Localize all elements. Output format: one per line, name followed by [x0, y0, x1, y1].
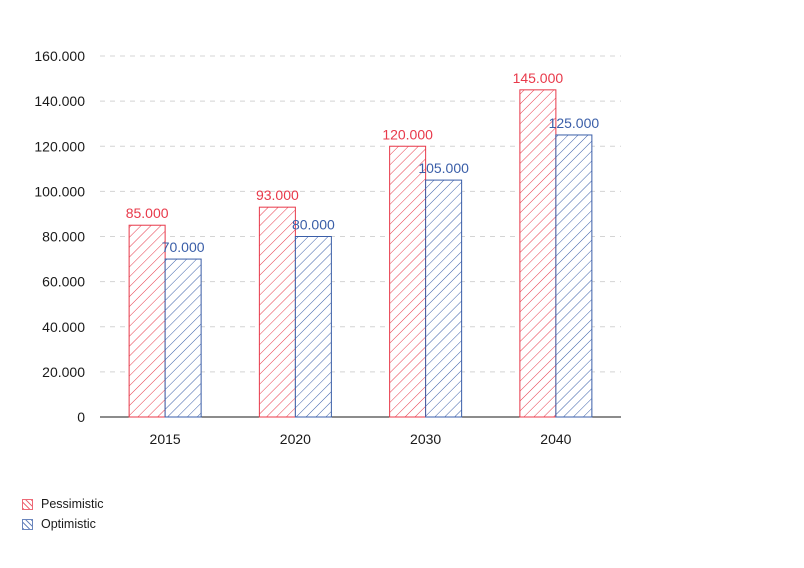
bar-optimistic-2015: [164, 258, 202, 418]
legend-label-optimistic: Optimistic: [41, 517, 96, 531]
data-label-optimistic-2015: 70.000: [162, 239, 205, 255]
x-tick-label: 2030: [410, 431, 441, 447]
legend-swatch-pessimistic: [22, 498, 33, 510]
x-tick-label: 2040: [540, 431, 571, 447]
data-label-pessimistic-2015: 85.000: [126, 205, 169, 221]
data-label-optimistic-2020: 80.000: [292, 217, 335, 233]
legend-item-pessimistic: Pessimistic: [22, 494, 104, 514]
data-label-pessimistic-2040: 145.000: [513, 70, 564, 86]
y-tick-label: 60.000: [42, 274, 85, 290]
legend: Pessimistic Optimistic: [22, 494, 104, 534]
y-tick-label: 120.000: [34, 138, 85, 154]
bar-pessimistic-2030: [389, 145, 427, 418]
x-tick-label: 2020: [280, 431, 311, 447]
y-tick-label: 140.000: [34, 93, 85, 109]
y-tick-label: 160.000: [34, 48, 85, 64]
data-label-optimistic-2040: 125.000: [549, 115, 600, 131]
data-label-pessimistic-2030: 120.000: [382, 126, 433, 142]
bar-pessimistic-2020: [258, 206, 296, 418]
x-tick-label: 2015: [150, 431, 181, 447]
legend-label-pessimistic: Pessimistic: [41, 497, 104, 511]
bar-pessimistic-2040: [519, 89, 557, 418]
bar-optimistic-2030: [425, 179, 463, 418]
bar-pessimistic-2015: [128, 224, 166, 418]
legend-item-optimistic: Optimistic: [22, 514, 104, 534]
legend-swatch-optimistic: [22, 518, 33, 530]
data-label-pessimistic-2020: 93.000: [256, 187, 299, 203]
bar-optimistic-2040: [555, 134, 593, 418]
y-tick-label: 0: [77, 409, 85, 425]
data-label-optimistic-2030: 105.000: [418, 160, 469, 176]
bar-optimistic-2020: [294, 236, 332, 418]
y-tick-label: 100.000: [34, 183, 85, 199]
y-tick-label: 20.000: [42, 364, 85, 380]
y-tick-label: 80.000: [42, 229, 85, 245]
y-tick-label: 40.000: [42, 319, 85, 335]
